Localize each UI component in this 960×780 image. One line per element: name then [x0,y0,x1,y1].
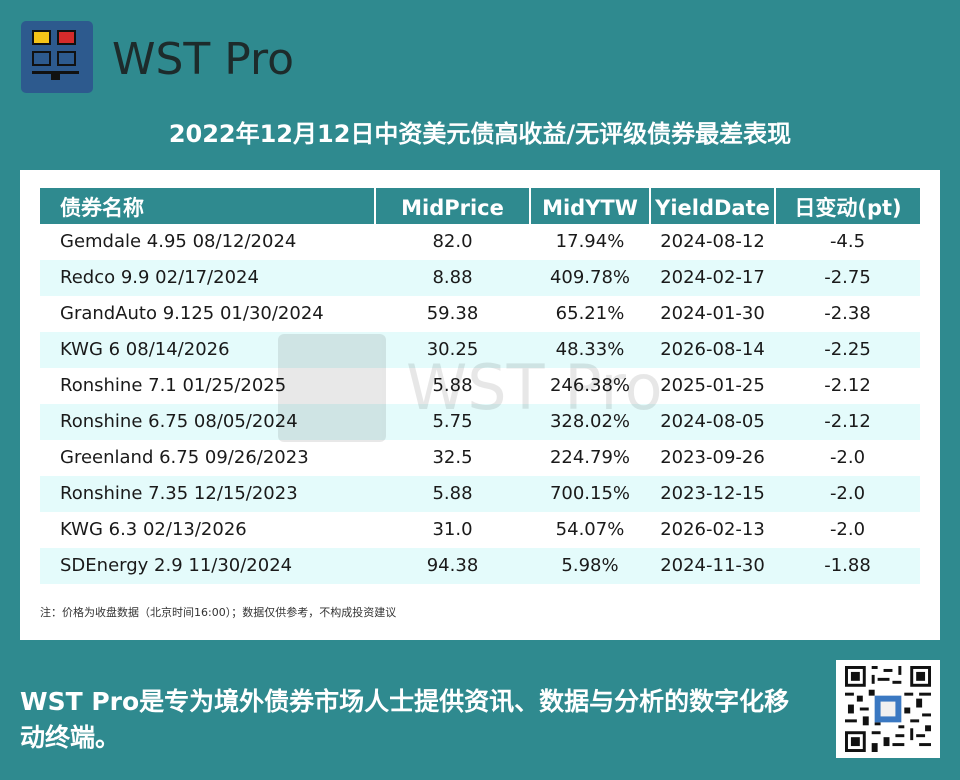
bond-name: Ronshine 7.1 01/25/2025 [60,375,287,396]
daily-change: -4.5 [829,231,866,252]
daily-change: -2.12 [824,375,871,396]
bond-name: Greenland 6.75 09/26/2023 [60,447,309,468]
table-row: KWG 6.3 02/13/2026 31.0 54.07% 2026-02-1… [40,512,920,548]
yield-date: 2024-08-12 [660,231,765,252]
bond-name: KWG 6.3 02/13/2026 [60,519,247,540]
mid-ytw: 5.98% [530,548,650,584]
yield-date: 2024-01-30 [660,303,765,324]
mid-price: 31.0 [432,519,473,540]
bond-name: KWG 6 08/14/2026 [40,332,375,368]
qr-code-icon [836,660,940,758]
bond-name: Ronshine 6.75 08/05/2024 [40,404,375,440]
mid-ytw: 328.02% [530,404,650,440]
table-row: Ronshine 7.1 01/25/2025 5.88 246.38% 202… [40,368,920,404]
table-header-row: 债券名称 MidPrice MidYTW YieldDate 日变动(pt) [40,188,920,224]
mid-price: 94.38 [375,548,530,584]
mid-ytw: 65.21% [555,303,625,324]
daily-change: -2.0 [829,519,866,540]
bond-name: SDEnergy 2.9 11/30/2024 [40,548,375,584]
mid-price: 5.88 [375,476,530,512]
bond-table: 债券名称 MidPrice MidYTW YieldDate 日变动(pt) G… [40,188,920,584]
daily-change: -2.25 [775,332,920,368]
table-row: Ronshine 6.75 08/05/2024 5.75 328.02% 20… [40,404,920,440]
daily-change: -2.12 [775,404,920,440]
brand-name: WST Pro [112,34,295,85]
column-header-name: 债券名称 [40,188,376,224]
table-row: Gemdale 4.95 08/12/2024 82.0 17.94% 2024… [40,224,920,260]
logo-icon [21,21,93,93]
table-row: Greenland 6.75 09/26/2023 32.5 224.79% 2… [40,440,920,476]
page-title: 2022年12月12日中资美元债高收益/无评级债券最差表现 [168,120,792,148]
yield-date: 2025-01-25 [660,375,765,396]
column-header-midprice: MidPrice [375,188,531,224]
table-row: SDEnergy 2.9 11/30/2024 94.38 5.98% 2024… [40,548,920,584]
yield-date: 2026-08-14 [650,332,775,368]
bond-name: Gemdale 4.95 08/12/2024 [60,231,297,252]
bond-name: Ronshine 7.35 12/15/2023 [40,476,375,512]
mid-ytw: 54.07% [555,519,625,540]
table-row: GrandAuto 9.125 01/30/2024 59.38 65.21% … [40,296,920,332]
table-row: KWG 6 08/14/2026 30.25 48.33% 2026-08-14… [40,332,920,368]
yield-date: 2023-09-26 [660,447,765,468]
mid-ytw: 224.79% [549,447,631,468]
mid-ytw: 409.78% [530,260,650,296]
bond-name: GrandAuto 9.125 01/30/2024 [60,303,324,324]
yield-date: 2024-11-30 [650,548,775,584]
daily-change: -2.0 [775,476,920,512]
tagline: WST Pro是专为境外债券市场人士提供资讯、数据与分析的数字化移动终端。 [20,687,790,752]
mid-ytw: 48.33% [530,332,650,368]
mid-price: 82.0 [432,231,473,252]
mid-price: 8.88 [375,260,530,296]
table-row: Redco 9.9 02/17/2024 8.88 409.78% 2024-0… [40,260,920,296]
mid-price: 59.38 [426,303,479,324]
daily-change: -1.88 [775,548,920,584]
bond-name: Redco 9.9 02/17/2024 [40,260,375,296]
mid-price: 5.75 [375,404,530,440]
daily-change: -2.75 [775,260,920,296]
yield-date: 2023-12-15 [650,476,775,512]
column-header-yielddate: YieldDate [650,188,776,224]
mid-ytw: 700.15% [530,476,650,512]
footnote: 注：价格为收盘数据（北京时间16:00）；数据仅供参考，不构成投资建议 [40,606,397,619]
column-header-change: 日变动(pt) [775,188,920,224]
mid-price: 5.88 [432,375,473,396]
daily-change: -2.38 [824,303,871,324]
mid-price: 30.25 [375,332,530,368]
mid-price: 32.5 [432,447,473,468]
column-header-midytw: MidYTW [530,188,651,224]
mid-ytw: 246.38% [549,375,631,396]
daily-change: -2.0 [829,447,866,468]
yield-date: 2024-02-17 [650,260,775,296]
yield-date: 2024-08-05 [650,404,775,440]
yield-date: 2026-02-13 [660,519,765,540]
mid-ytw: 17.94% [555,231,625,252]
table-row: Ronshine 7.35 12/15/2023 5.88 700.15% 20… [40,476,920,512]
